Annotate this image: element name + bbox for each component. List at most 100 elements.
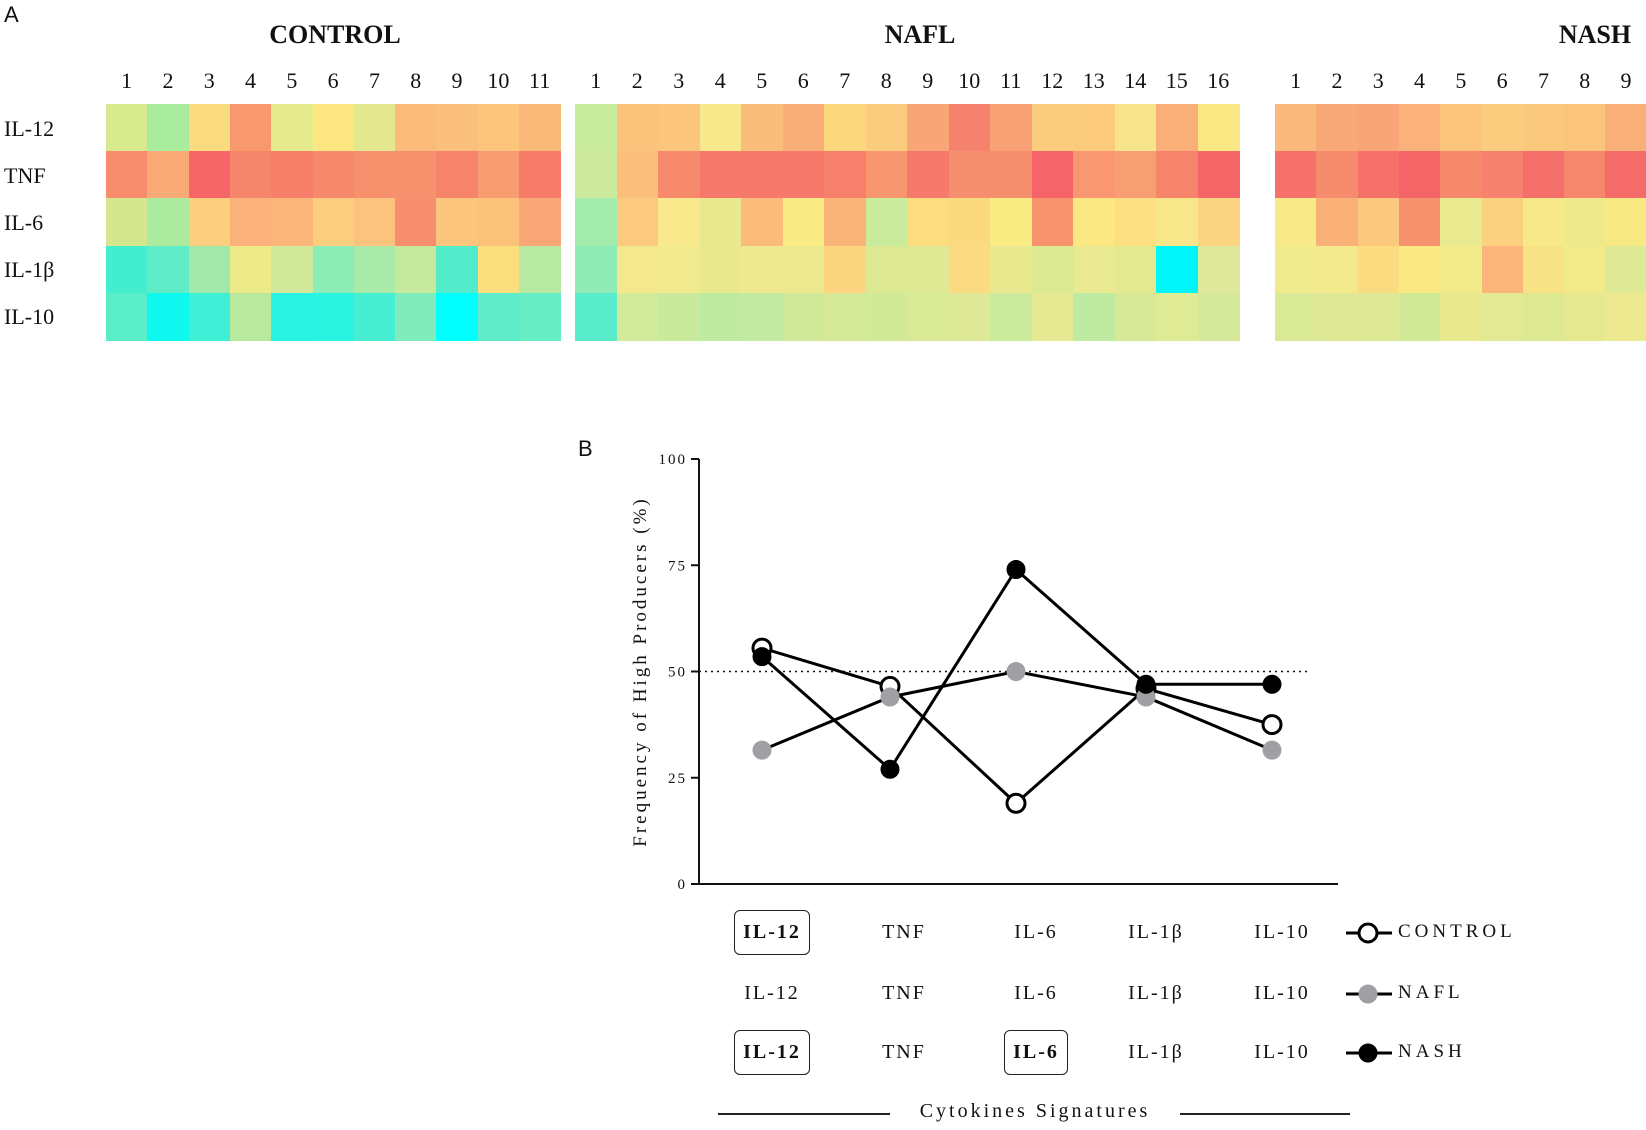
heatmap-cell: [1197, 292, 1240, 341]
panel-a-letter: A: [4, 2, 19, 27]
heatmap-cell: [1481, 292, 1524, 341]
heatmap-cell: [477, 198, 520, 247]
signature-label: TNF: [882, 981, 926, 1004]
heatmap-cell: [353, 198, 396, 247]
heatmap-cell: [782, 104, 825, 152]
heatmap-column-number: 6: [797, 68, 809, 93]
heatmap-column-number: 4: [245, 68, 257, 93]
heatmap-cell: [824, 151, 867, 199]
signature-label: IL-6: [1014, 981, 1058, 1004]
legend-label: CONTROL: [1398, 921, 1516, 942]
heatmap-cell: [353, 292, 396, 341]
heatmap-cell: [575, 104, 618, 152]
data-point-control: [1005, 792, 1027, 814]
y-tick-label: 25: [668, 771, 687, 787]
heatmap-row-label: IL-10: [4, 304, 55, 329]
heatmap-column-number: 3: [203, 68, 215, 93]
xlabel-rule-right: [1180, 1113, 1350, 1115]
signature-label: IL-6: [1014, 920, 1058, 943]
heatmap-cell: [575, 151, 618, 199]
heatmap-cell: [575, 292, 618, 341]
heatmap-cell: [1073, 104, 1116, 152]
heatmap-column-number: 3: [1372, 68, 1384, 93]
heatmap-cell: [741, 292, 784, 341]
legend-label: NASH: [1398, 1041, 1466, 1062]
heatmap-cell: [1114, 292, 1157, 341]
signature-label: IL-12: [734, 909, 810, 955]
heatmap-column-number: 7: [1537, 68, 1549, 93]
heatmap-cell: [1481, 104, 1524, 152]
heatmap-cell: [271, 292, 314, 341]
data-point-nafl: [1006, 662, 1026, 681]
heatmap-cell: [1073, 245, 1116, 294]
heatmap-cell: [741, 151, 784, 199]
heatmap-column-number: 9: [451, 68, 463, 93]
heatmap-cell: [575, 245, 618, 294]
heatmap-cell: [1564, 151, 1606, 199]
data-point-nash: [1136, 674, 1156, 694]
heatmap-cell: [616, 245, 659, 294]
signature-label: TNF: [882, 1040, 926, 1063]
heatmap-cell: [699, 198, 742, 247]
heatmap-cell: [782, 151, 825, 199]
heatmap-cell: [948, 198, 991, 247]
heatmap-cell: [188, 151, 231, 199]
heatmap-column-number: 14: [1124, 68, 1147, 93]
heatmap-column-number: 11: [529, 68, 551, 93]
signature-label: IL-1β: [1128, 981, 1184, 1004]
heatmap-cell: [1073, 198, 1116, 247]
heatmap-cell: [1398, 198, 1441, 247]
heatmap-cell: [1275, 151, 1317, 199]
heatmap-cell: [188, 245, 231, 294]
heatmap-cell: [188, 198, 231, 247]
heatmap-column-number: 8: [410, 68, 422, 93]
heatmap-cell: [1197, 104, 1240, 152]
heatmap-cell: [782, 198, 825, 247]
heatmap-cell: [1605, 151, 1646, 199]
signature-label: IL-10: [1254, 981, 1310, 1004]
data-point-control: [1261, 714, 1283, 736]
heatmap-cell: [741, 104, 784, 152]
heatmap-column-number: 2: [631, 68, 643, 93]
heatmap-cell: [188, 292, 231, 341]
heatmap-column-number: 5: [1455, 68, 1467, 93]
heatmap-cell: [1073, 151, 1116, 199]
heatmap-cell: [353, 104, 396, 152]
heatmap-cell: [741, 245, 784, 294]
data-point-nash: [880, 759, 900, 779]
heatmap-cell: [824, 104, 867, 152]
heatmap-cell: [312, 292, 355, 341]
heatmap-cell: [1275, 198, 1317, 247]
heatmap-column-number: 10: [958, 68, 981, 93]
y-axis-title: Frequency of High Producers (%): [630, 496, 651, 846]
heatmap-cell: [106, 198, 148, 247]
heatmap-cell: [1031, 198, 1074, 247]
heatmap-cell: [229, 151, 272, 199]
heatmap-cell: [699, 245, 742, 294]
heatmap-column-number: 4: [714, 68, 726, 93]
y-tick-label: 0: [678, 877, 688, 893]
heatmap-cell: [1156, 292, 1199, 341]
heatmap-cell: [907, 104, 950, 152]
heatmap-cell: [699, 292, 742, 341]
legend-marker: [1358, 1043, 1378, 1063]
heatmap-cell: [948, 292, 991, 341]
heatmap-cell: [477, 245, 520, 294]
heatmap-group-title: CONTROL: [269, 20, 401, 49]
heatmap-column-number: 8: [1579, 68, 1591, 93]
heatmap-column-number: 2: [1331, 68, 1343, 93]
heatmap-cell: [699, 104, 742, 152]
heatmap-cell: [1398, 151, 1441, 199]
heatmap-cell: [312, 198, 355, 247]
heatmap-cell: [616, 151, 659, 199]
data-point-nash: [1006, 560, 1026, 579]
heatmap-cell: [271, 151, 314, 199]
heatmap-cell: [1357, 104, 1400, 152]
heatmap-cell: [1114, 151, 1157, 199]
heatmap-column-number: 1: [590, 68, 602, 93]
heatmap-cell: [782, 292, 825, 341]
legend-label: NAFL: [1398, 982, 1464, 1003]
signature-label: IL-10: [1254, 1040, 1310, 1063]
heatmap-cell: [865, 245, 908, 294]
